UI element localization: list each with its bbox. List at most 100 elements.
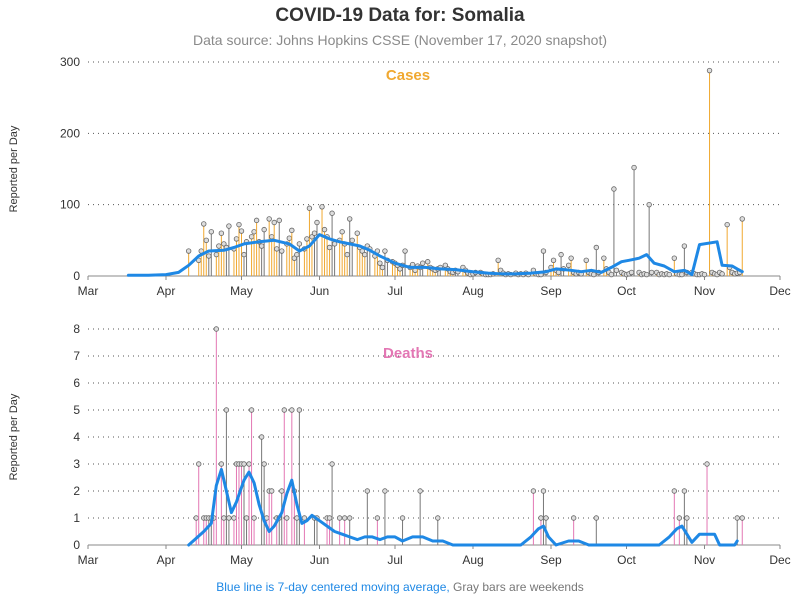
x-tick-label: Oct [617,284,636,298]
data-point-marker [364,488,371,494]
data-point-marker [565,262,572,268]
data-point-marker [354,230,360,236]
data-point-marker [435,515,441,521]
y-tick-label: 2 [73,484,80,498]
data-point-marker [286,235,293,241]
footnote: Blue line is 7-day centered moving avera… [0,580,800,594]
data-point-marker [550,257,557,264]
data-point-marker [671,488,678,494]
data-point-marker [201,221,207,227]
data-point-marker [258,243,265,249]
data-point-marker [399,515,406,521]
data-point-marker [538,515,544,521]
data-point-marker [377,260,383,266]
data-point-marker [279,488,285,494]
data-point-marker [374,515,381,521]
data-point-marker [321,226,328,233]
data-point-marker [311,230,318,236]
data-point-marker [628,269,635,276]
data-point-marker [349,237,355,244]
data-point-marker [326,244,333,251]
moving-average-line [126,233,744,277]
data-point-marker [540,488,547,494]
data-point-marker [261,461,267,467]
data-point-marker [261,226,267,233]
data-point-marker [540,248,547,254]
y-tick-label: 7 [73,349,80,363]
data-point-marker [362,251,368,258]
data-point-marker [681,488,688,494]
data-point-marker [266,216,272,222]
x-tick-label: May [230,553,253,567]
data-point-marker [271,219,277,226]
data-point-marker [326,515,333,521]
data-point-marker [724,221,730,228]
data-point-marker [314,219,320,226]
data-point-marker [253,217,260,224]
data-point-marker [301,515,308,521]
data-point-marker [251,515,257,521]
data-point-marker [530,488,537,494]
data-point-marker [296,407,303,413]
data-point-marker [591,271,597,278]
data-point-marker [339,229,345,235]
data-point-marker [241,461,247,467]
data-point-marker [611,186,617,192]
data-point-marker [671,255,678,261]
data-point-marker [221,515,227,521]
data-point-marker [646,201,652,208]
x-tick-label: Nov [694,284,715,298]
data-point-marker [251,229,257,235]
data-point-marker [329,210,335,216]
data-point-marker [216,243,222,249]
data-point-marker [593,244,600,251]
data-point-marker [676,515,683,521]
data-point-marker [196,461,202,467]
data-point-marker [583,257,589,264]
data-point-marker [568,255,574,261]
deaths-panel: 0 1 2 3 4 5 6 7 8 Reported per Day Mar Apr May Jun Jul… [8,322,791,567]
cases-panel: 0 100 200 300 Reported per Day Mar Apr May Jun Ju… [8,55,791,298]
data-point-marker [684,515,690,521]
moving-average-line [187,467,739,547]
data-point-marker [248,234,255,240]
x-tick-label: Dec [769,553,790,567]
data-point-marker [704,461,710,467]
data-point-marker [347,515,353,521]
cases-panel-label: Cases [386,67,430,84]
y-axis-title: Reported per Day [8,393,20,480]
data-point-marker [296,241,303,247]
x-tick-label: Nov [694,553,715,567]
x-tick-label: Aug [462,284,483,298]
chart-title: COVID-19 Data for: Somalia [275,5,525,26]
y-tick-label: 0 [73,538,80,552]
footnote-weekend-note: Gray bars are weekends [449,580,584,594]
data-point-marker [241,251,247,258]
y-tick-label: 3 [73,457,80,471]
data-point-marker [289,227,295,234]
data-point-marker [306,205,313,211]
data-point-marker [268,234,275,240]
y-tick-label: 200 [60,126,80,140]
data-point-marker [648,269,655,276]
data-point-marker [289,407,295,413]
data-point-marker [379,264,386,271]
data-point-marker [701,271,708,278]
data-point-marker [706,67,713,74]
data-point-marker [558,251,564,258]
data-point-marker [233,236,240,242]
data-point-marker [442,262,449,268]
data-point-marker [347,216,353,222]
data-point-marker [281,407,287,413]
data-point-marker [258,434,265,440]
data-point-marker [246,461,252,467]
data-point-marker [206,253,212,259]
data-point-marker [495,257,501,264]
data-point-marker [608,271,615,278]
x-tick-label: Apr [157,284,176,298]
data-point-marker [319,204,325,210]
x-tick-label: Mar [78,284,99,298]
x-tick-label: Mar [78,553,99,567]
data-point-marker [382,488,388,494]
data-point-marker [276,217,282,224]
